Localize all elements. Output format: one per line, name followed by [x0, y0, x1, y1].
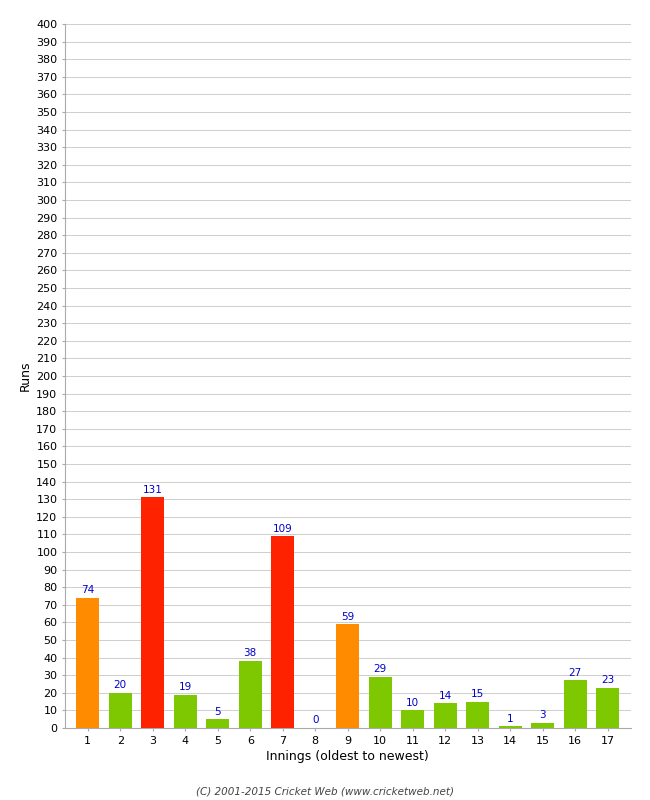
Bar — [369, 677, 391, 728]
Text: 0: 0 — [312, 715, 318, 726]
Text: 20: 20 — [114, 680, 127, 690]
Text: 74: 74 — [81, 585, 94, 595]
Text: 3: 3 — [540, 710, 546, 720]
Bar — [272, 536, 294, 728]
Text: 14: 14 — [439, 690, 452, 701]
Text: 1: 1 — [507, 714, 514, 724]
Bar — [174, 694, 196, 728]
Bar — [207, 719, 229, 728]
Text: 5: 5 — [214, 706, 221, 717]
Bar — [402, 710, 424, 728]
Text: 23: 23 — [601, 675, 614, 685]
Bar — [77, 598, 99, 728]
Bar — [467, 702, 489, 728]
Text: 15: 15 — [471, 689, 484, 699]
Bar — [239, 661, 261, 728]
Text: 29: 29 — [374, 664, 387, 674]
Text: 38: 38 — [244, 649, 257, 658]
Text: (C) 2001-2015 Cricket Web (www.cricketweb.net): (C) 2001-2015 Cricket Web (www.cricketwe… — [196, 786, 454, 796]
Text: 27: 27 — [569, 668, 582, 678]
Bar — [499, 726, 521, 728]
Text: 131: 131 — [143, 485, 162, 494]
Bar — [109, 693, 131, 728]
Text: 109: 109 — [273, 523, 292, 534]
Text: 10: 10 — [406, 698, 419, 708]
Bar — [532, 722, 554, 728]
X-axis label: Innings (oldest to newest): Innings (oldest to newest) — [266, 750, 429, 763]
Text: 59: 59 — [341, 611, 354, 622]
Bar — [597, 687, 619, 728]
Bar — [434, 703, 456, 728]
Bar — [142, 498, 164, 728]
Text: 19: 19 — [179, 682, 192, 692]
Y-axis label: Runs: Runs — [19, 361, 32, 391]
Bar — [564, 681, 586, 728]
Bar — [337, 624, 359, 728]
